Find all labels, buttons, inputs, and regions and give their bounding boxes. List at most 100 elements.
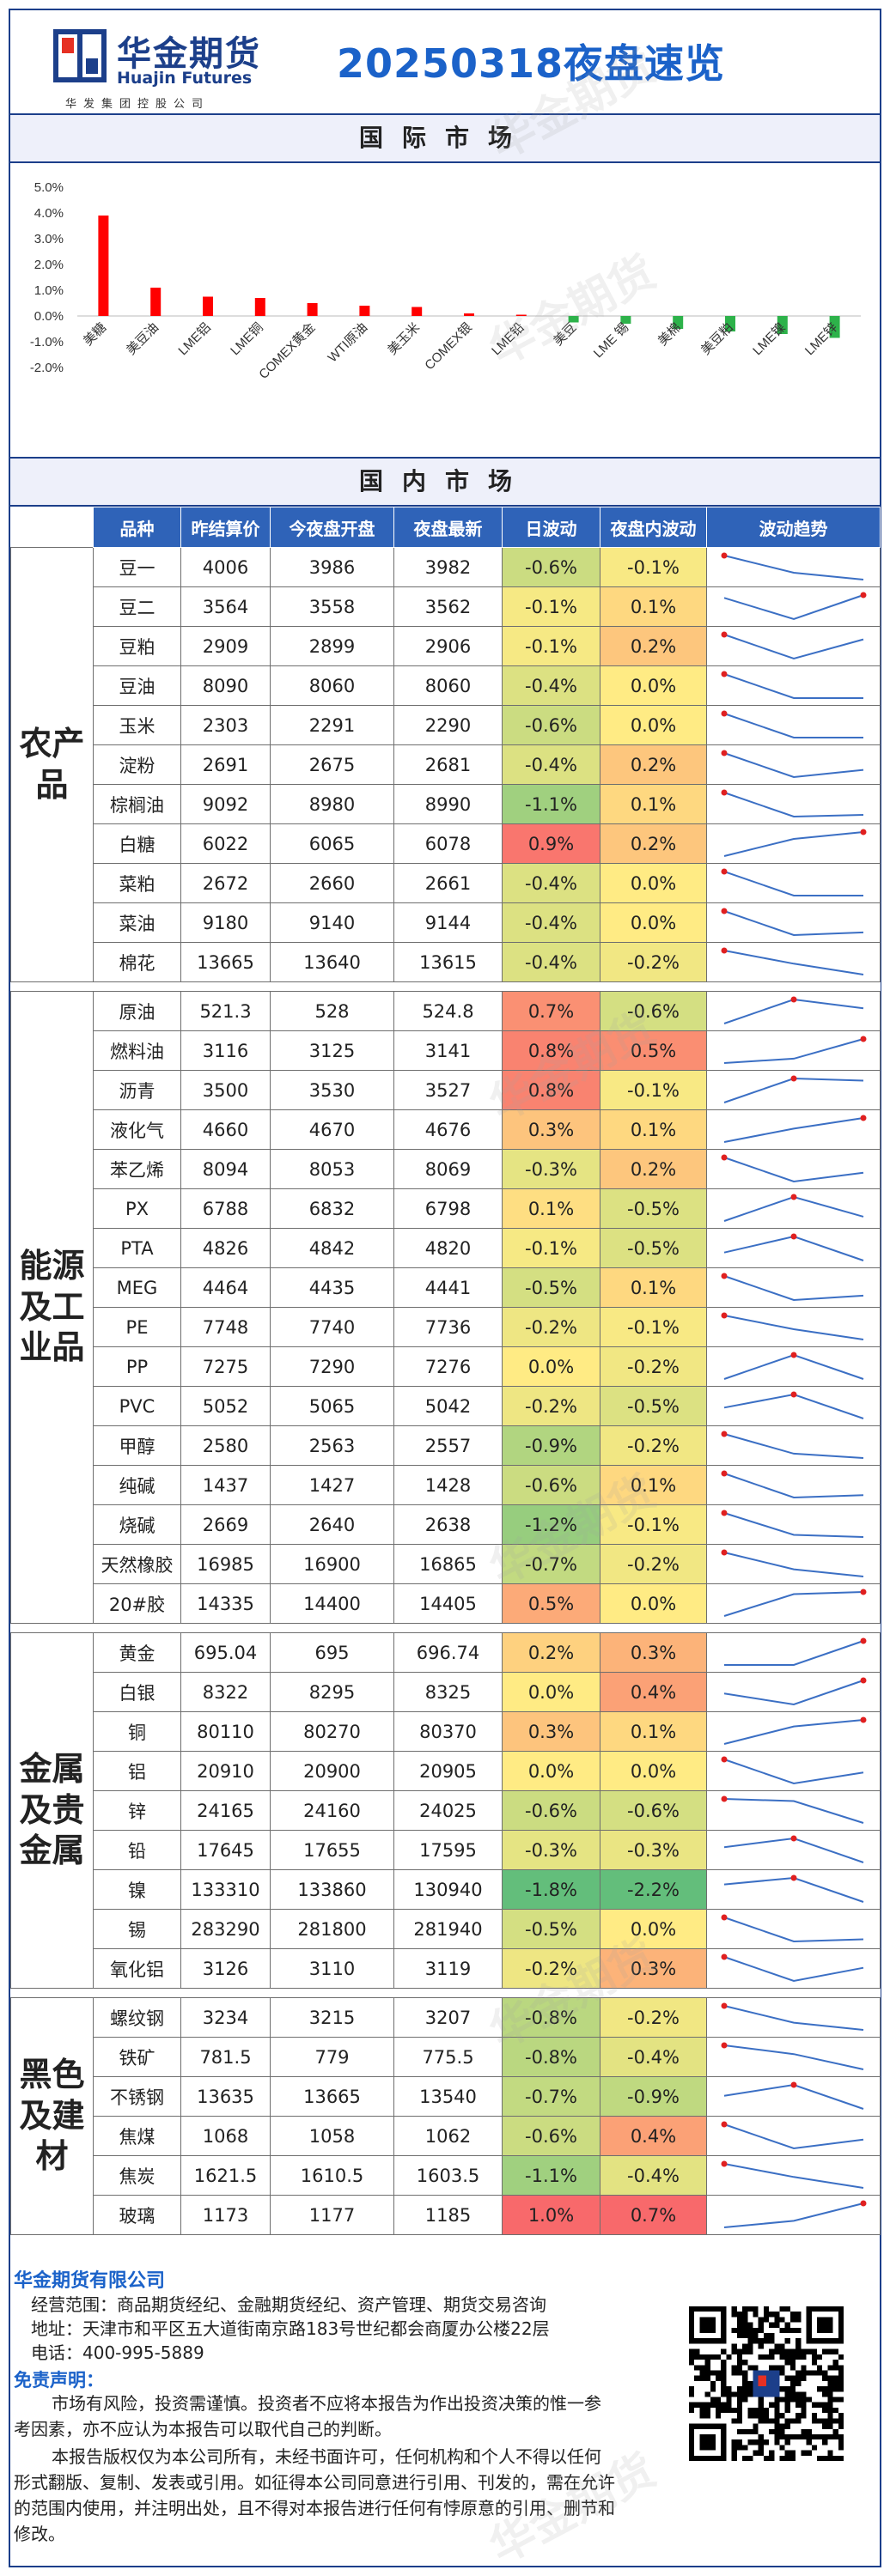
- cell-day-change: 0.2%: [502, 1632, 600, 1673]
- group-separator: [10, 1623, 881, 1633]
- qr-module: [822, 2375, 828, 2381]
- group-label: 能源及工业品: [10, 991, 94, 1624]
- cell-trend: [706, 1465, 881, 1505]
- qr-module: [789, 2397, 796, 2403]
- qr-module: [753, 2338, 759, 2344]
- cell-night-change: 0.0%: [600, 1751, 707, 1791]
- qr-module: [726, 2397, 732, 2403]
- qr-module: [774, 2317, 780, 2323]
- trend-sparkline: [721, 1953, 863, 1982]
- qr-module: [758, 2354, 764, 2360]
- qr-module: [822, 2370, 828, 2376]
- qr-finder-module: [816, 2317, 833, 2334]
- qr-module: [779, 2354, 785, 2360]
- cell-night-open: 3530: [270, 1070, 394, 1110]
- qr-module: [763, 2333, 770, 2339]
- qr-code-icon: [689, 2306, 844, 2461]
- qr-module: [758, 2418, 764, 2424]
- qr-module: [753, 2327, 759, 2334]
- trend-high-marker: [721, 1795, 727, 1801]
- trend-sparkline: [721, 908, 863, 936]
- qr-module: [806, 2370, 812, 2376]
- trend-line: [723, 751, 863, 778]
- qr-module: [784, 2407, 790, 2414]
- qr-module: [742, 2391, 748, 2397]
- category-label: 美糖: [81, 320, 109, 349]
- qr-module: [796, 2418, 802, 2424]
- trend-high-marker: [790, 1835, 796, 1841]
- trend-line: [723, 1758, 863, 1784]
- qr-module: [747, 2391, 753, 2397]
- qr-module: [736, 2391, 743, 2397]
- qr-module: [801, 2407, 807, 2414]
- qr-module: [769, 2402, 775, 2408]
- qr-module: [779, 2317, 785, 2323]
- qr-module: [747, 2428, 753, 2434]
- trend-high-marker: [790, 1352, 796, 1358]
- trend-sparkline: [721, 2160, 863, 2189]
- cell-night-open: 20900: [270, 1751, 394, 1791]
- trend-sparkline: [721, 947, 863, 975]
- cell-day-change: -0.7%: [502, 2076, 600, 2117]
- trend-high-marker: [721, 1470, 727, 1476]
- qr-finder-module: [699, 2317, 716, 2334]
- cell-night-last: 4441: [393, 1267, 503, 1308]
- separator-cell: [10, 981, 881, 992]
- trend-sparkline: [723, 996, 863, 1024]
- qr-module: [699, 2375, 705, 2381]
- qr-module: [731, 2450, 737, 2456]
- cell-day-change: -0.7%: [502, 1544, 600, 1584]
- qr-module: [747, 2380, 753, 2387]
- category-label: 美豆: [551, 320, 579, 349]
- cell-prev-settle: 2303: [180, 705, 271, 745]
- disclaimer-paragraph-1: 市场有风险，投资需谨慎。投资者不应将本报告为作出投资决策的惟一参考因素，亦不应认…: [14, 2393, 601, 2439]
- cell-night-open: 13665: [270, 2076, 394, 2117]
- cell-night-change: -0.2%: [600, 1544, 707, 1584]
- qr-module: [721, 2348, 727, 2354]
- trend-sparkline: [723, 1637, 866, 1666]
- trend-line: [723, 998, 863, 1024]
- qr-module: [827, 2386, 833, 2392]
- page-frame: [9, 9, 881, 2567]
- table-row: PVC 5052 5065 5042 -0.2% -0.5%: [11, 1386, 881, 1426]
- table-row: 纯碱 1437 1427 1428 -0.6% 0.1%: [11, 1465, 881, 1505]
- table-row: 豆粕 2909 2899 2906 -0.1% 0.2%: [11, 626, 881, 666]
- qr-module: [704, 2365, 710, 2371]
- qr-module: [796, 2397, 802, 2403]
- cell-night-change: -0.1%: [600, 1070, 707, 1110]
- trend-line: [723, 870, 863, 896]
- qr-module: [832, 2407, 838, 2414]
- cell-name: 不锈钢: [93, 2076, 181, 2117]
- qr-module: [779, 2413, 785, 2419]
- trend-high-marker: [790, 2081, 796, 2087]
- qr-module: [796, 2375, 802, 2381]
- table-row: 菜油 9180 9140 9144 -0.4% 0.0%: [11, 902, 881, 943]
- cell-night-open: 16900: [270, 1544, 394, 1584]
- qr-module: [801, 2413, 807, 2419]
- qr-module: [801, 2402, 807, 2408]
- qr-module: [736, 2407, 743, 2414]
- cell-night-open: 4842: [270, 1228, 394, 1268]
- cell-night-open: 2675: [270, 744, 394, 785]
- qr-module: [796, 2433, 802, 2440]
- cell-night-open: 3558: [270, 586, 394, 627]
- cell-trend: [706, 1267, 881, 1308]
- cell-night-change: -0.6%: [600, 991, 707, 1031]
- trend-sparkline: [721, 1510, 863, 1538]
- cell-day-change: -0.3%: [502, 1149, 600, 1189]
- qr-module: [758, 2450, 764, 2456]
- qr-module: [796, 2370, 802, 2376]
- cell-day-change: 0.8%: [502, 1070, 600, 1110]
- cell-name: 锡: [93, 1909, 181, 1949]
- cell-night-last: 3982: [393, 547, 503, 587]
- qr-module: [769, 2450, 775, 2456]
- cell-day-change: -0.4%: [502, 863, 600, 903]
- qr-module: [822, 2386, 828, 2392]
- qr-module: [710, 2402, 716, 2408]
- cell-night-last: 8069: [393, 1149, 503, 1189]
- category-label: LME铅: [489, 320, 527, 358]
- trend-line: [723, 2123, 863, 2149]
- trend-sparkline: [723, 1589, 866, 1617]
- qr-module: [726, 2402, 732, 2408]
- logo-text-en: Huajin Futures: [117, 69, 253, 88]
